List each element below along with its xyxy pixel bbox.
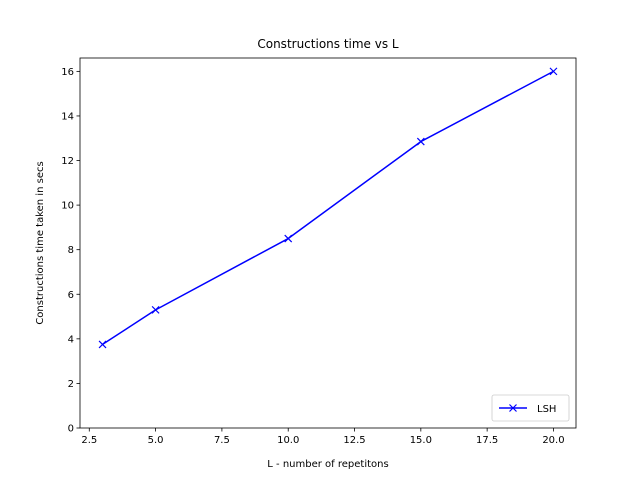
y-tick-label: 8 bbox=[68, 245, 74, 256]
data-point-marker bbox=[151, 305, 160, 314]
y-tick-label: 0 bbox=[68, 424, 74, 435]
data-point-marker bbox=[98, 340, 107, 349]
y-axis-label: Constructions time taken in secs bbox=[35, 161, 46, 324]
x-tick-label: 7.5 bbox=[214, 435, 230, 446]
legend-label-lsh: LSH bbox=[537, 404, 556, 415]
x-axis: 2.5 5.0 7.5 10.0 12.5 15.0 17.5 20.0 bbox=[81, 428, 565, 446]
data-point-marker bbox=[549, 67, 558, 76]
x-tick-label: 10.0 bbox=[277, 435, 299, 446]
x-tick-label: 15.0 bbox=[410, 435, 432, 446]
axes-frame bbox=[79, 57, 577, 429]
chart-title: Constructions time vs L bbox=[257, 37, 399, 51]
legend-marker-x bbox=[509, 404, 517, 412]
y-tick-label: 2 bbox=[68, 379, 74, 390]
series-layer bbox=[98, 67, 558, 349]
y-axis: 0 2 4 6 8 10 12 14 16 bbox=[61, 67, 80, 435]
y-tick-label: 14 bbox=[61, 111, 74, 122]
y-tick-label: 12 bbox=[61, 156, 74, 167]
x-tick-label: 5.0 bbox=[148, 435, 164, 446]
plot-area bbox=[79, 57, 577, 429]
x-tick-label: 20.0 bbox=[542, 435, 564, 446]
legend-box bbox=[491, 394, 570, 422]
x-tick-label: 17.5 bbox=[476, 435, 498, 446]
y-tick-label: 10 bbox=[61, 201, 74, 212]
data-point-marker bbox=[416, 137, 425, 146]
y-tick-label: 16 bbox=[61, 67, 74, 78]
y-tick-label: 4 bbox=[68, 334, 74, 345]
x-axis-label: L - number of repetitons bbox=[267, 459, 388, 470]
x-tick-label: 12.5 bbox=[343, 435, 365, 446]
y-tick-label: 6 bbox=[68, 290, 74, 301]
data-point-marker bbox=[284, 234, 293, 243]
x-tick-label: 2.5 bbox=[81, 435, 97, 446]
legend: LSH bbox=[491, 394, 570, 422]
